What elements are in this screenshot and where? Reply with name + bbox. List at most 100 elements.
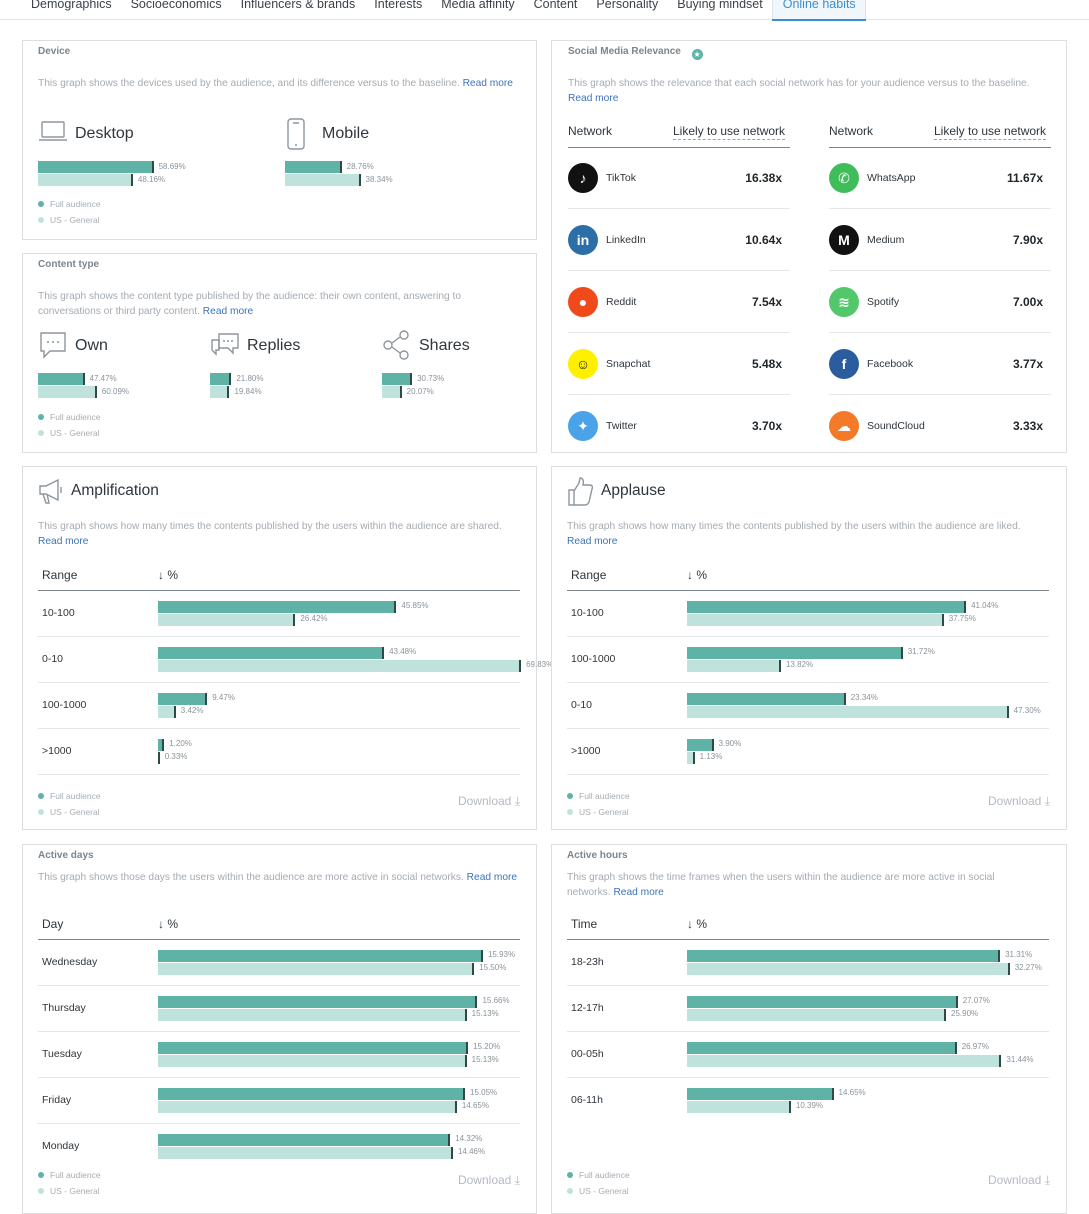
row-divider	[567, 682, 1049, 683]
star-badge-icon: ★	[691, 49, 703, 60]
own-label: Own	[75, 337, 108, 354]
bar-full-value: 15.93%	[487, 950, 516, 959]
bar-full-value: 14.32%	[455, 1134, 483, 1143]
read-more-link[interactable]: Read more	[462, 78, 513, 89]
column-network: Network	[829, 124, 874, 138]
content-type-card: Content type This graph shows the conten…	[22, 253, 537, 453]
tab-socioeconomics[interactable]: Socioeconomics	[130, 0, 222, 11]
bar-baseline-value: 25.90%	[951, 1009, 979, 1018]
active-days-card: Active days This graph shows those days t…	[22, 844, 537, 1214]
tab-content[interactable]: Content	[533, 0, 578, 11]
read-more-link[interactable]: Read more	[202, 306, 254, 317]
bar-baseline	[158, 1101, 457, 1113]
download-arrow-icon: ⤓	[1044, 1173, 1050, 1187]
bar-baseline	[158, 1055, 467, 1067]
bar-full-audience	[687, 647, 903, 659]
row-label: Friday	[42, 1094, 72, 1106]
bar-baseline	[158, 1147, 453, 1159]
snapchat-icon: ☺	[568, 349, 598, 379]
network-value: 10.64x	[745, 233, 782, 247]
legend-full-swatch	[38, 1172, 44, 1178]
tab-interests[interactable]: Interests	[374, 0, 423, 11]
bar-baseline	[687, 1101, 791, 1113]
network-value: 7.54x	[751, 295, 782, 309]
tab-online-habits[interactable]: Online habits	[772, 0, 867, 21]
legend-full: Full audience	[38, 196, 101, 212]
header-divider	[38, 590, 520, 591]
legend-base-swatch	[567, 809, 573, 815]
read-more-link[interactable]: Read more	[568, 93, 619, 104]
network-name: Reddit	[606, 296, 637, 308]
row-label: Thursday	[42, 1002, 86, 1014]
bar-baseline	[687, 752, 695, 764]
sort-percent-header[interactable]: ↓ %	[687, 917, 708, 931]
bar-baseline	[687, 963, 1010, 975]
sort-down-arrow-icon: ↓	[687, 917, 693, 931]
row-divider	[567, 774, 1049, 775]
row-label: 10-100	[42, 607, 75, 619]
row-divider	[38, 728, 520, 729]
row-label: Tuesday	[42, 1048, 82, 1060]
read-more-link[interactable]: Read more	[567, 536, 618, 547]
bar-full-value: 23.34%	[850, 693, 878, 702]
download-button[interactable]: Download ⤓	[987, 794, 1050, 808]
read-more-link[interactable]: Read more	[613, 887, 664, 898]
bar-baseline-value: 48.16%	[137, 175, 166, 184]
row-divider	[568, 270, 790, 271]
sort-percent-header[interactable]: ↓ %	[687, 568, 708, 582]
column-likely-to-use[interactable]: Likely to use network	[673, 124, 786, 140]
bar-full-audience	[158, 1042, 469, 1054]
shares-label: Shares	[419, 337, 470, 354]
read-more-link[interactable]: Read more	[38, 536, 89, 547]
bar-baseline-value: 38.34%	[365, 175, 393, 184]
tab-influencers-brands[interactable]: Influencers & brands	[240, 0, 356, 11]
download-button[interactable]: Download ⤓	[457, 794, 520, 808]
bar-baseline-value: 31.44%	[1006, 1055, 1034, 1064]
chart-legend: Full audience US - General	[567, 1167, 630, 1199]
chart-legend: Full audience US - General	[38, 196, 101, 228]
bar-full-audience	[687, 996, 958, 1008]
network-name: LinkedIn	[606, 234, 646, 246]
bar-full-value: 30.73%	[417, 374, 445, 383]
legend-base: US - General	[567, 1183, 630, 1199]
network-name: Snapchat	[606, 358, 651, 370]
column-likely-to-use[interactable]: Likely to use network	[934, 124, 1047, 140]
read-more-link[interactable]: Read more	[466, 872, 518, 883]
tab-buying-mindset[interactable]: Buying mindset	[677, 0, 763, 11]
row-label: 100-1000	[42, 699, 87, 711]
bar-full-audience	[158, 950, 483, 962]
column-header-label: Range	[571, 568, 607, 582]
bar-baseline-value: 37.75%	[948, 614, 976, 623]
row-divider	[829, 208, 1051, 209]
row-label: Wednesday	[42, 956, 98, 968]
bar-full-audience	[158, 1134, 451, 1146]
tab-demographics[interactable]: Demographics	[31, 0, 112, 11]
bar-baseline-value: 15.13%	[471, 1055, 499, 1064]
network-name: Medium	[867, 234, 905, 246]
sort-percent-header[interactable]: ↓ %	[158, 568, 179, 582]
device-title: Device	[38, 46, 71, 57]
download-button[interactable]: Download ⤓	[987, 1173, 1050, 1187]
bar-full-audience	[158, 693, 208, 705]
row-divider	[567, 1031, 1049, 1032]
network-value: 16.38x	[745, 171, 782, 185]
tab-media-affinity[interactable]: Media affinity	[441, 0, 515, 11]
header-divider	[567, 939, 1049, 940]
legend-full: Full audience	[567, 788, 630, 804]
medium-icon: M	[829, 225, 859, 255]
facebook-icon: f	[829, 349, 859, 379]
device-card: Device This graph shows the devices used…	[22, 40, 537, 240]
download-button[interactable]: Download ⤓	[457, 1173, 520, 1187]
bar-full-audience	[158, 996, 478, 1008]
bar-baseline-value: 26.42%	[300, 614, 328, 623]
sort-percent-header[interactable]: ↓ %	[158, 917, 179, 931]
chat-bubble-icon	[38, 330, 68, 365]
desktop-label: Desktop	[75, 125, 134, 142]
bar-baseline-value: 3.42%	[180, 706, 204, 715]
bar-baseline-value: 60.09%	[101, 387, 130, 396]
row-divider	[38, 1031, 520, 1032]
tab-personality[interactable]: Personality	[596, 0, 659, 11]
bar-baseline-value: 20.07%	[406, 387, 434, 396]
tiktok-icon: ♪	[568, 163, 598, 193]
bar-baseline-value: 1.13%	[699, 752, 723, 761]
